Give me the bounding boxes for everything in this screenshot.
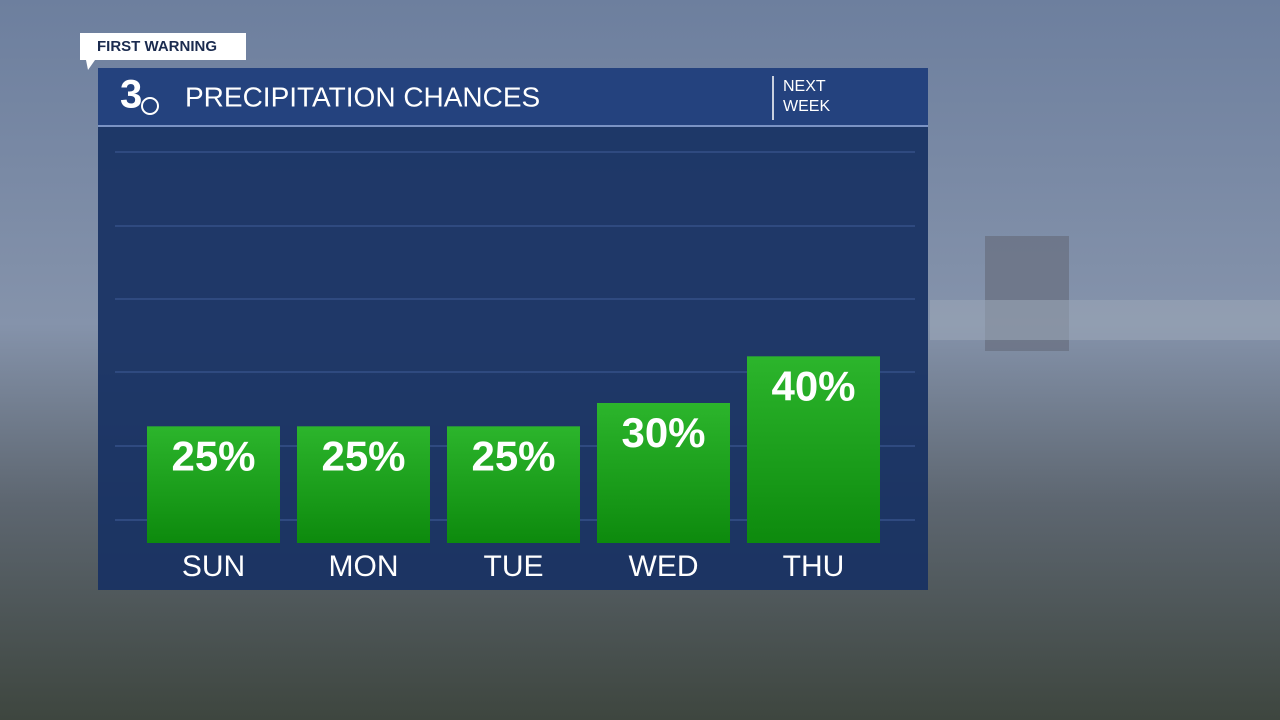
bar <box>597 403 730 543</box>
bar <box>447 426 580 543</box>
water <box>930 300 1280 340</box>
x-tick-label: WED <box>629 550 699 583</box>
period-line: NEXT <box>783 78 826 95</box>
header-band <box>98 68 928 126</box>
chart-title: PRECIPITATION CHANCES <box>185 81 540 112</box>
badge: FIRST WARNING <box>97 38 217 55</box>
x-tick-label: SUN <box>182 550 245 583</box>
value-label: 25% <box>171 432 255 479</box>
bar <box>147 426 280 543</box>
x-tick-label: TUE <box>484 550 544 583</box>
x-tick-label: THU <box>783 550 845 583</box>
period-line: WEEK <box>783 98 830 115</box>
x-tick-label: MON <box>329 550 399 583</box>
value-label: 25% <box>321 432 405 479</box>
bar <box>297 426 430 543</box>
value-label: 25% <box>471 432 555 479</box>
value-label: 30% <box>621 409 705 456</box>
badge-box <box>80 33 246 70</box>
logo: 3 <box>120 73 142 117</box>
value-label: 40% <box>771 362 855 409</box>
bar <box>747 356 880 543</box>
logo-eye <box>141 97 159 115</box>
